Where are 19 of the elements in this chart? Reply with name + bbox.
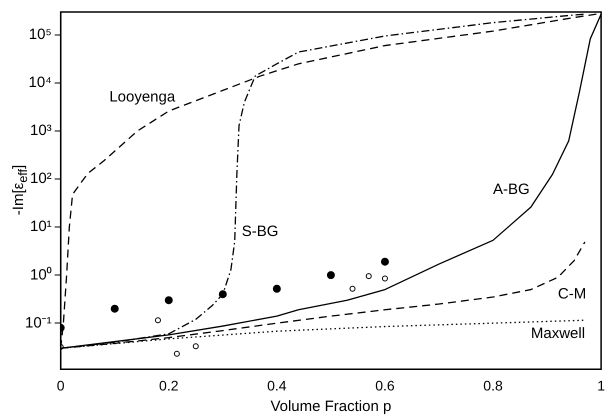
y-tick-label: 10⁴ — [28, 74, 52, 92]
x-tick-label: 0 — [56, 377, 65, 394]
series-label: S-BG — [242, 222, 278, 240]
series-label: A-BG — [493, 180, 530, 198]
y-tick-label: 10⁵ — [28, 26, 52, 44]
y-tick-label: 10⁰ — [30, 266, 52, 284]
y-tick-label: 10³ — [30, 122, 52, 140]
series-label: Looyenga — [109, 88, 176, 106]
x-tick-label: 0.8 — [483, 377, 503, 394]
y-tick-label: 10⁻¹ — [24, 314, 52, 332]
x-tick-label: 0.4 — [267, 377, 287, 394]
series-label: Maxwell — [530, 324, 586, 342]
x-tick-label: 0.6 — [375, 377, 395, 394]
series-label: C-M — [558, 285, 586, 302]
x-tick-label: 0.2 — [159, 377, 179, 394]
y-tick-label: 10² — [30, 170, 52, 188]
x-axis-title: Volume Fraction p — [270, 398, 392, 416]
y-tick-label: 10¹ — [30, 218, 52, 236]
x-tick-label: 1 — [597, 377, 606, 394]
